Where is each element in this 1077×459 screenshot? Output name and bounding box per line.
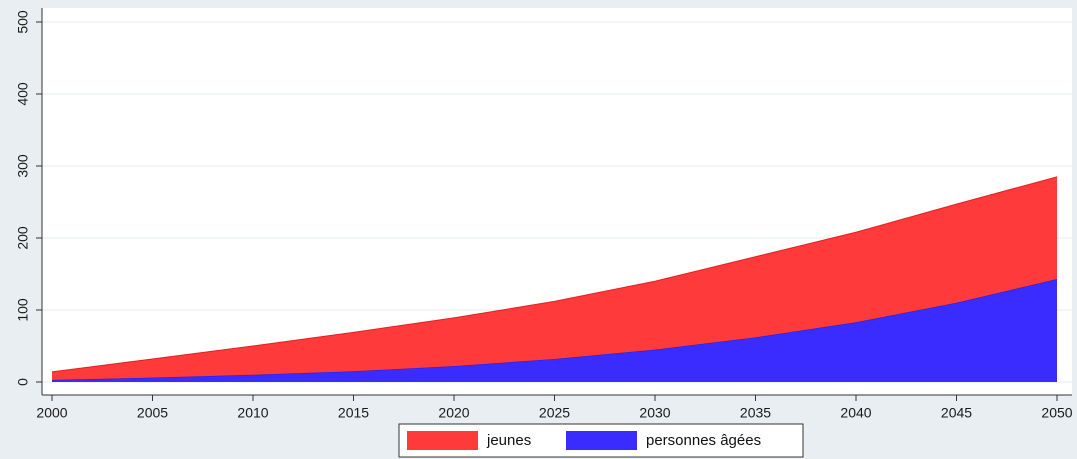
- x-tick-label: 2020: [438, 405, 469, 421]
- x-tick-label: 2045: [941, 405, 972, 421]
- area-series-personnes-agees: [52, 279, 1057, 382]
- x-tick-label: 2010: [237, 405, 268, 421]
- areas: [51, 176, 1058, 382]
- series-top-line: [51, 176, 1058, 373]
- x-tick-label: 2005: [137, 405, 168, 421]
- y-tick-label: 400: [15, 82, 31, 106]
- y-tick-label: 100: [15, 298, 31, 322]
- x-tick-label: 2035: [740, 405, 771, 421]
- y-tick-label: 200: [15, 226, 31, 250]
- x-tick-label: 2030: [639, 405, 670, 421]
- x-tick-label: 2015: [338, 405, 369, 421]
- legend-personnes-agees-swatch: [566, 431, 637, 450]
- legend-jeunes-swatch: [407, 431, 478, 450]
- legend: jeunes personnes âgées: [398, 423, 804, 458]
- x-tick-label: 2040: [840, 405, 871, 421]
- area-series-jeunes: [52, 176, 1057, 380]
- y-tick-label: 0: [15, 378, 31, 386]
- legend-personnes-agees-label: personnes âgées: [646, 432, 761, 449]
- y-tick-label: 500: [15, 10, 31, 34]
- legend-jeunes-label: jeunes: [486, 432, 531, 449]
- x-tick-label: 2025: [539, 405, 570, 421]
- axes: 0 100 200 300 400 500 2000 2005 2010 2015 2020 2025…: [15, 8, 1073, 421]
- x-tick-label: 2050: [1041, 405, 1072, 421]
- x-tick-label: 2000: [36, 405, 67, 421]
- y-tick-label: 300: [15, 154, 31, 178]
